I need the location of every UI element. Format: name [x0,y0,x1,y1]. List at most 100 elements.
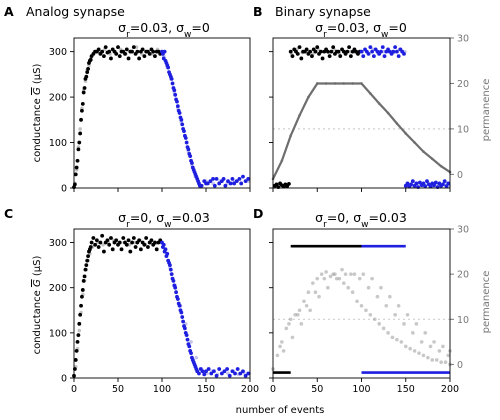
panel-a-depression-point [208,179,213,184]
panel-a-depression-point [190,161,194,165]
panel-d-permanence-point [308,308,312,313]
panel-d-permanence-point [288,317,293,322]
panel-b-potentiation-point [290,54,295,59]
panel-c-depression-point [161,242,166,247]
panel-d-permanence-point [434,358,439,362]
panel-d-permanence-point [430,358,435,362]
panel-c-depression-point [173,285,178,290]
panel-b-depression-point [446,181,451,186]
panel-c-depression-point [168,267,173,272]
panel-d-permanence-point [342,281,346,285]
panel-c-x-tick-label: 150 [197,384,215,395]
panel-a-potentiation-point [79,117,83,122]
panel-c-potentiation-point [94,238,99,243]
panel-c-depression-point [180,315,185,319]
panel-c-depression-point [163,247,168,252]
panel-d-permanence-point [379,285,383,290]
panel-a-potentiation-point [74,165,79,170]
panel-d-permanence-point [390,335,395,340]
panel-d-permanence-point [302,299,306,304]
panel-c-depression-point [197,371,201,376]
panel-a-potentiation-point [96,47,101,52]
panel-a-depression-point [243,179,248,184]
panel-d-permanence-point [426,355,430,360]
panel-c-potentiation-point [88,245,93,249]
panel-a-potentiation-point [130,49,134,54]
panel-title-d: σr=0, σw=0.03 [315,210,407,230]
panel-c-potentiation-point [73,358,78,362]
panel-b-potentiation-point [287,182,291,186]
panel-b-depression-point [441,182,445,187]
panel-b-potentiation-point [347,45,352,49]
panel-d-permanence-point [304,303,309,308]
panel-a-depression-point [183,136,188,140]
panel-c-depression-point [169,272,174,277]
panel-d-permanence-point [396,303,401,308]
panel-c-potentiation-point [83,267,88,272]
panel-b-potentiation-point [338,54,343,59]
panel-a-potentiation-point [140,47,145,52]
panel-c-potentiation-point [128,249,133,254]
panel-b-depression-point [442,179,447,184]
panel-c-potentiation-point [119,247,124,252]
panel-a-depression-point [172,88,177,93]
panel-d-permanence-point [340,267,344,272]
panel-a-potentiation-point [102,54,106,59]
panel-a-depression-point [177,111,182,115]
panel-a-depression-point [173,92,178,97]
panel-a-potentiation-point [151,49,156,54]
panel-d-permanence-point [414,322,419,326]
panel-a-depression-point [188,154,193,159]
panel-d-permanence-point [319,272,324,276]
panel-b-right-tick-label: 10 [457,124,469,135]
panel-c-potentiation-point [114,238,119,243]
panel-d-permanence-point [421,353,426,358]
panel-d-permanence-point [417,351,421,355]
panel-d-permanence-point [395,337,399,342]
panel-a-potentiation-point [131,45,136,49]
panel-c-y-tick-label: 200 [49,283,67,294]
panel-c-potentiation-point [80,294,84,299]
panel-c-potentiation-point [85,258,90,263]
panel-c-potentiation-point [78,312,83,317]
panel-b-potentiation-point [345,49,350,54]
panel-b-potentiation-point [315,45,320,49]
panel-c-depression-point [200,369,205,374]
panel-d-x-tick-label: 150 [397,384,415,395]
panel-a-potentiation-faint-point [78,127,82,131]
panel-a-depression-point [175,104,180,109]
panel-c-potentiation-faint-point [132,240,137,245]
panel-a-depression-point [199,183,204,188]
panel-c-depression-point [189,351,193,356]
panel-a-potentiation-point [76,147,81,152]
panel-d-permanence-point [306,290,311,295]
panel-d-permanence-point [350,290,355,295]
panel-b-depression-point [410,179,415,184]
panel-d-permanence-point [315,276,320,281]
panel-b-potentiation-point [310,54,314,59]
panel-b-depression-point [405,181,410,186]
panel-c-depression-point [175,297,180,301]
panel-a-y-tick-label: 0 [61,184,67,195]
panel-a-potentiation-point [124,47,129,52]
panel-c-potentiation-point [80,288,85,292]
panel-d-x-tick-label: 200 [441,384,459,395]
panel-a-potentiation-point [84,74,89,79]
ylabel-conductance-top: conductance G (μS) [32,63,43,162]
panel-b-depression-point [409,182,413,187]
panel-d-permanence-point [275,353,280,358]
panel-c-depression-point [177,303,182,308]
panel-a-depression-point [175,99,179,104]
panel-a-potentiation-point [103,45,108,49]
panel-d-permanence-point [352,272,357,276]
panel-d-x-tick-label: 0 [270,384,276,395]
panel-c-potentiation-point [149,238,154,243]
panel-a-potentiation-point [107,49,112,54]
panel-a-y-tick-label: 300 [49,47,67,58]
panel-d-permanence-point [322,276,327,281]
panel-c-depression-point [182,326,187,331]
panel-c-depression-point [212,369,216,374]
panel-a-potentiation-point [153,54,157,59]
panel-c-depression-point [165,251,170,256]
